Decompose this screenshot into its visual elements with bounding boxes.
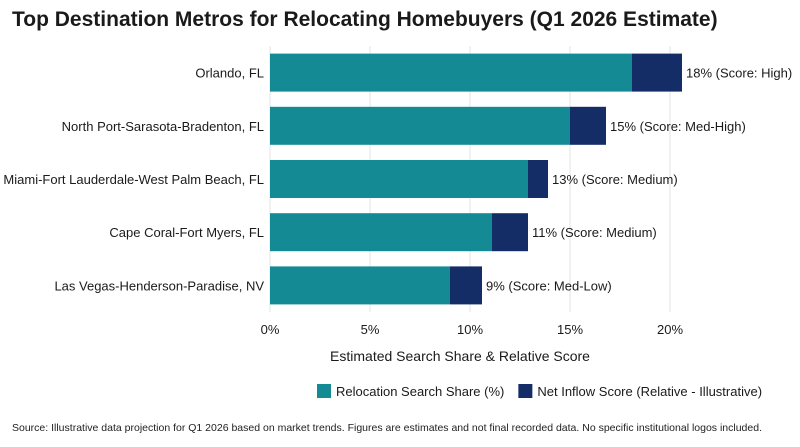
data-label: 15% (Score: Med-High) [610,119,746,134]
bar-search-share [270,160,528,198]
x-tick-label: 10% [457,322,483,337]
source-note: Source: Illustrative data projection for… [12,422,762,434]
category-label: Miami-Fort Lauderdale-West Palm Beach, F… [3,172,264,187]
x-tick-label: 5% [361,322,380,337]
bar-search-share [270,213,492,252]
bar-inflow-score [570,106,606,145]
bar-search-share [270,53,632,92]
bar-inflow-score [528,160,548,198]
category-label: Cape Coral-Fort Myers, FL [109,225,264,240]
legend-swatch [518,384,533,398]
data-label: 18% (Score: High) [686,66,792,81]
legend-swatch [317,384,331,398]
x-tick-label: 15% [557,322,583,337]
legend-label: Net Inflow Score (Relative - Illustrativ… [537,384,762,399]
bar-search-share [270,266,450,305]
chart-title: Top Destination Metros for Relocating Ho… [12,8,718,31]
category-label: Orlando, FL [195,66,264,81]
legend-label: Relocation Search Share (%) [336,384,504,399]
x-tick-label: 20% [657,322,683,337]
x-axis-title: Estimated Search Share & Relative Score [330,348,590,364]
data-label: 13% (Score: Medium) [552,172,678,187]
category-label: North Port-Sarasota-Bradenton, FL [62,119,264,134]
data-label: 11% (Score: Medium) [532,225,657,240]
bar-inflow-score [450,266,482,305]
bar-search-share [270,106,570,145]
bar-inflow-score [492,213,528,252]
bar-inflow-score [632,53,682,92]
category-label: Las Vegas-Henderson-Paradise, NV [54,278,264,293]
x-tick-label: 0% [261,322,280,337]
data-label: 9% (Score: Med-Low) [486,278,612,293]
